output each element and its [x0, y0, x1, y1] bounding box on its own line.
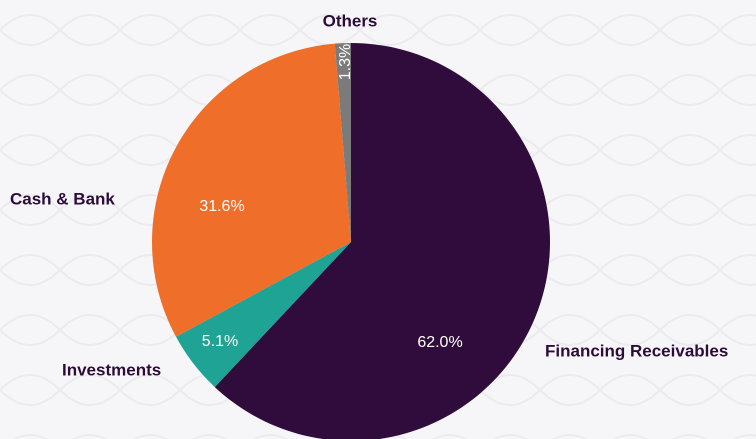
slice-label: Financing Receivables [545, 341, 728, 360]
pie-slice [214, 43, 550, 439]
pie [152, 43, 550, 439]
value-label: 5.1% [202, 333, 238, 350]
value-label: 31.6% [199, 198, 244, 215]
pie-slice [176, 242, 351, 388]
value-label: 62.0% [417, 334, 462, 351]
pie-slice [152, 43, 351, 337]
value-label: 1.3% [337, 44, 354, 80]
pie-slice [334, 43, 351, 242]
slice-label: Cash & Bank [10, 189, 115, 208]
slice-label: Investments [62, 360, 161, 379]
slice-label: Others [323, 11, 378, 30]
